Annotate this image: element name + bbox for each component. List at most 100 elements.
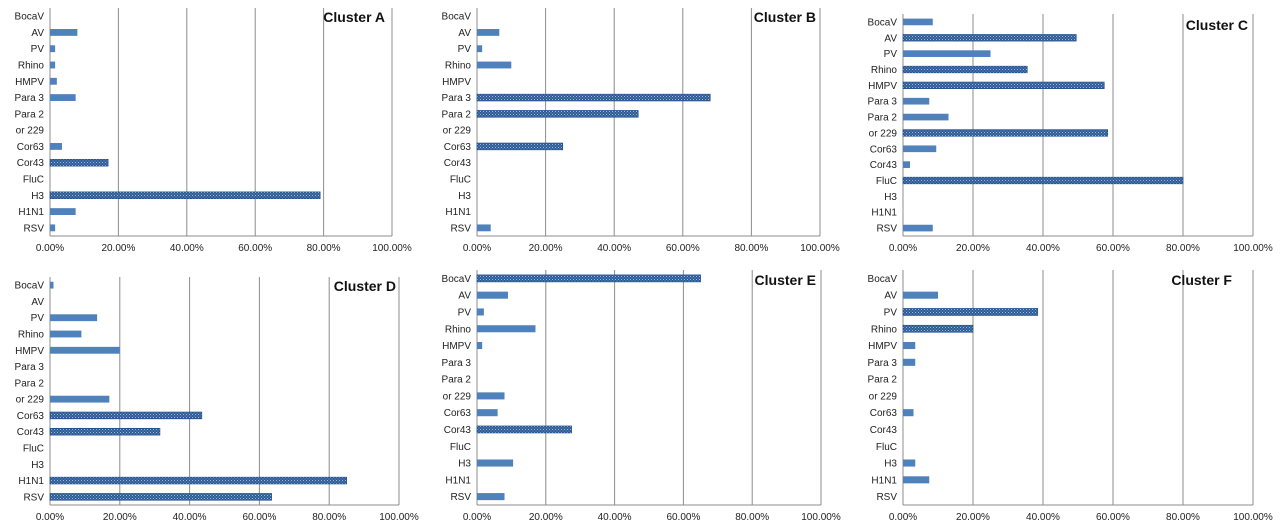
bar-cor43 <box>49 158 109 167</box>
x-tick-label: 100.00% <box>1233 243 1273 254</box>
y-category-label: RSV <box>450 223 471 234</box>
y-category-label: AV <box>884 33 897 44</box>
y-category-label: H3 <box>31 191 44 202</box>
bar-cor63 <box>903 145 937 153</box>
chart-title: Cluster D <box>334 278 396 294</box>
bar-bocav <box>476 274 701 283</box>
bar-para-2 <box>476 110 639 118</box>
chart-title: Cluster F <box>1171 272 1232 288</box>
y-category-label: RSV <box>876 224 897 235</box>
x-tick-label: 80.00% <box>735 512 769 523</box>
y-category-label: HMPV <box>15 346 44 357</box>
y-category-label: RSV <box>450 492 471 503</box>
bar-bocav <box>903 18 933 26</box>
y-category-label: Cor63 <box>17 142 45 153</box>
x-tick-label: 40.00% <box>173 512 207 523</box>
x-tick-label: 20.00% <box>956 512 990 523</box>
y-category-label: AV <box>31 28 44 39</box>
y-category-label: AV <box>458 291 471 302</box>
x-tick-label: 60.00% <box>1096 512 1130 523</box>
bar-cor63 <box>477 409 498 417</box>
y-category-label: Cor63 <box>444 142 472 153</box>
bar-av <box>477 29 500 36</box>
x-tick-label: 100.00% <box>801 512 841 523</box>
y-category-label: FluC <box>23 175 44 186</box>
bar-para-3 <box>476 93 711 102</box>
bar-hmpv <box>902 81 1105 89</box>
bar-cor63 <box>49 411 203 420</box>
y-category-label: Rhino <box>445 61 472 72</box>
y-category-label: Para 3 <box>442 358 472 369</box>
y-category-label: Cor43 <box>444 158 472 169</box>
y-category-label: FluC <box>876 442 897 453</box>
y-category-label: Rhino <box>18 330 45 341</box>
bar-av <box>903 291 938 299</box>
y-category-label: Rhino <box>18 61 45 72</box>
y-category-label: H3 <box>884 459 897 470</box>
bar-or-229 <box>50 395 110 403</box>
bar-rhino <box>477 61 512 69</box>
chart-title: Cluster C <box>1186 17 1248 33</box>
bar-h1n1 <box>49 476 347 485</box>
x-tick-label: 80.00% <box>734 243 768 254</box>
y-category-label: BocaV <box>15 12 45 23</box>
y-category-label: or 229 <box>16 126 45 137</box>
y-category-label: H1N1 <box>445 475 471 486</box>
x-tick-label: 20.00% <box>529 243 563 254</box>
y-category-label: Para 3 <box>868 358 898 369</box>
x-tick-label: 20.00% <box>529 512 563 523</box>
y-category-label: BocaV <box>15 281 45 292</box>
bar-h1n1 <box>50 208 76 215</box>
x-tick-label: 40.00% <box>1026 243 1060 254</box>
bar-or-229 <box>902 129 1109 137</box>
y-category-label: Cor63 <box>870 408 898 419</box>
x-tick-label: 40.00% <box>597 243 631 254</box>
bar-pv <box>903 50 991 57</box>
y-category-label: PV <box>458 307 472 318</box>
y-category-label: or 229 <box>443 391 472 402</box>
y-category-label: Cor43 <box>17 427 45 438</box>
y-category-label: RSV <box>23 223 44 234</box>
y-category-label: Para 3 <box>15 93 45 104</box>
x-tick-label: 60.00% <box>666 512 700 523</box>
bar-pv <box>902 308 1039 316</box>
bar-hmpv <box>903 342 916 350</box>
bar-cor63 <box>50 143 62 150</box>
x-tick-label: 0.00% <box>463 243 491 254</box>
x-tick-label: 80.00% <box>307 243 341 254</box>
y-category-label: H1N1 <box>445 207 471 218</box>
chart-panel-b: 0.00% 20.00% 40.00% 60.00% 80.00% 100.00% Boca… <box>442 8 840 254</box>
y-category-label: H3 <box>31 460 44 471</box>
y-category-label: Para 3 <box>868 97 898 108</box>
y-category-label: Cor63 <box>17 411 45 422</box>
y-category-label: RSV <box>23 492 44 503</box>
y-category-label: Cor63 <box>870 144 898 155</box>
chart-panel-e: 0.00% 20.00% 40.00% 60.00% 80.00% 100.00% Boca… <box>442 270 841 523</box>
x-tick-label: 100.00% <box>800 243 840 254</box>
bar-h3 <box>49 191 321 200</box>
y-category-label: BocaV <box>442 274 472 285</box>
x-tick-label: 0.00% <box>36 243 64 254</box>
bar-cor63 <box>476 142 564 151</box>
chart-panel-c: 0.00% 20.00% 40.00% 60.00% 80.00% 100.00% Boca… <box>868 14 1273 254</box>
x-tick-label: 80.00% <box>1166 243 1200 254</box>
y-category-label: Rhino <box>871 324 898 335</box>
x-tick-label: 100.00% <box>372 243 412 254</box>
bar-rsv <box>49 493 272 501</box>
y-category-label: H1N1 <box>871 208 897 219</box>
x-tick-label: 0.00% <box>36 512 64 523</box>
y-category-label: or 229 <box>869 128 898 139</box>
y-category-label: FluC <box>876 176 897 187</box>
y-category-label: Para 3 <box>15 362 45 373</box>
chart-title: Cluster A <box>323 9 385 25</box>
bar-rhino <box>902 65 1028 74</box>
y-category-label: AV <box>458 28 471 39</box>
y-category-label: HMPV <box>868 81 897 92</box>
y-category-label: Cor43 <box>870 425 898 436</box>
y-category-label: PV <box>31 44 45 55</box>
x-tick-label: 0.00% <box>889 512 917 523</box>
x-tick-label: 60.00% <box>238 243 272 254</box>
y-category-label: AV <box>31 297 44 308</box>
x-tick-label: 40.00% <box>1026 512 1060 523</box>
x-tick-label: 40.00% <box>598 512 632 523</box>
